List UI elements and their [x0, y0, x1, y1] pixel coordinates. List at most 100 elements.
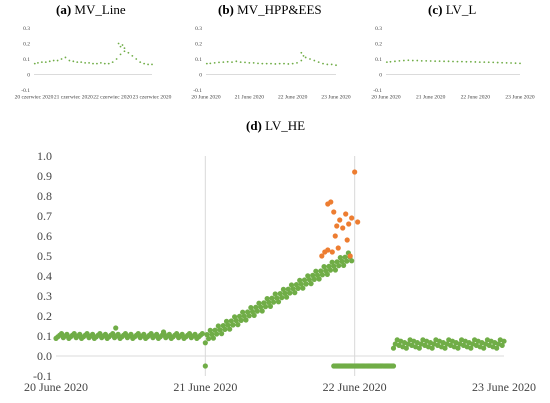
chart-3-point: [77, 331, 83, 337]
chart-2-point: [438, 60, 441, 63]
chart-3-point: [230, 322, 236, 328]
chart-0-point: [48, 60, 51, 63]
chart-3-point: [331, 263, 337, 269]
chart-3-point: [192, 331, 198, 337]
chart-3-point: [327, 267, 334, 273]
chart-3-ytick-label: 0.5: [37, 249, 52, 263]
chart-3-xtick-label: 21 June 2020: [173, 380, 237, 394]
chart-3-point: [238, 317, 244, 323]
chart-1-point: [244, 61, 246, 64]
chart-0-point: [99, 61, 102, 64]
chart-2-point: [416, 59, 419, 62]
chart-2-point: [389, 60, 392, 63]
chart-2-point: [465, 60, 468, 63]
chart-3-point: [97, 331, 103, 337]
chart-0-point: [92, 62, 94, 65]
chart-3-point: [349, 215, 355, 221]
chart-3-ytick-label: 0.1: [37, 329, 52, 343]
chart-3-point: [64, 331, 70, 337]
chart-3-point: [429, 345, 435, 351]
chart-1-point: [213, 61, 216, 64]
panel-a-title: (a) MV_Line: [56, 2, 126, 18]
chart-0-ytick-label: -0.1: [21, 88, 30, 94]
chart-0-point: [44, 61, 47, 63]
chart-3-point: [295, 285, 301, 291]
panel-c-title: (c) LV_L: [428, 2, 476, 18]
chart-0-ytick-label: 0.2: [23, 41, 30, 47]
chart-3-point: [266, 299, 272, 305]
chart-3-point: [206, 336, 212, 342]
chart-3-point: [214, 331, 220, 337]
chart-3-point: [135, 331, 141, 337]
chart-3-point: [292, 290, 298, 296]
chart-2-ytick-label: 0.2: [375, 41, 382, 47]
chart-2-point: [385, 61, 388, 63]
chart-2-point: [492, 61, 495, 64]
chart-3-ytick-label: 0.8: [37, 189, 52, 203]
chart-2-point: [452, 60, 454, 63]
chart-1-point: [205, 62, 208, 65]
chart-2-point: [443, 60, 445, 63]
chart-3-point: [349, 258, 355, 264]
chart-3-point: [337, 217, 343, 223]
chart-3-ytick-label: 0.4: [37, 269, 52, 283]
chart-3-point: [300, 285, 306, 291]
chart-1-point: [330, 63, 333, 66]
chart-3-point: [186, 331, 193, 337]
chart-0-point: [56, 59, 59, 62]
chart-0-point: [64, 56, 67, 59]
panel-b-title: (b) MV_HPP&EES: [218, 2, 322, 18]
chart-1-xtick-label: 20 June 2020: [191, 95, 221, 101]
chart-2-point: [407, 59, 410, 62]
chart-3-point: [141, 331, 147, 337]
chart-3-point: [306, 277, 313, 283]
chart-3-point: [344, 258, 350, 264]
panel-a-name: MV_Line: [74, 2, 126, 17]
chart-3-point: [313, 268, 319, 274]
chart-1-point: [218, 61, 220, 64]
chart-3-point: [331, 209, 337, 215]
chart-1-ytick-label: 0.1: [195, 57, 202, 63]
chart-1-point: [235, 60, 238, 63]
chart-3-ytick-label: 0.9: [37, 169, 52, 183]
chart-3-point: [468, 345, 474, 351]
chart-3-point: [339, 258, 345, 264]
chart-2-xtick-label: 23 June 2020: [505, 95, 535, 101]
chart-3-point: [442, 345, 448, 351]
chart-0-xtick-label: 21 czerwiec 2020: [54, 95, 93, 101]
chart-3-point: [236, 313, 243, 319]
panel-d-title: (d) LV_HE: [246, 118, 305, 134]
chart-3-point: [280, 286, 287, 292]
chart-0-point: [60, 58, 63, 60]
chart-3-point: [259, 308, 265, 314]
chart-1-point: [283, 62, 285, 65]
chart-3-point: [89, 331, 96, 337]
chart-3-point: [455, 345, 461, 351]
chart-3-point: [235, 322, 241, 328]
chart-0-point: [76, 61, 79, 63]
chart-3-point: [233, 318, 239, 324]
chart-3-xtick-label: 22 June 2020: [323, 380, 387, 394]
chart-0-point: [119, 45, 122, 48]
chart-0-point: [96, 62, 98, 65]
chart-0-point: [40, 61, 43, 63]
chart-3-point: [272, 291, 278, 297]
chart-3-point: [325, 247, 331, 253]
chart-0-point: [72, 60, 75, 63]
panel-b-letter: (b): [218, 2, 234, 17]
chart-2-point: [474, 61, 477, 63]
chart-2-point: [501, 61, 504, 64]
chart-0-point: [103, 62, 106, 65]
chart-0-point: [115, 58, 118, 60]
chart-0-point: [131, 55, 134, 57]
chart-1-point: [302, 55, 305, 57]
chart-1-point: [239, 61, 242, 63]
chart-3-point: [275, 299, 282, 305]
chart-1-point: [317, 61, 320, 63]
chart-3-point: [352, 169, 358, 175]
chart-0-point: [151, 63, 153, 66]
chart-3-point: [308, 281, 314, 287]
chart-3-point: [336, 263, 342, 269]
chart-3-point: [257, 304, 264, 310]
chart-3-point: [340, 225, 346, 231]
